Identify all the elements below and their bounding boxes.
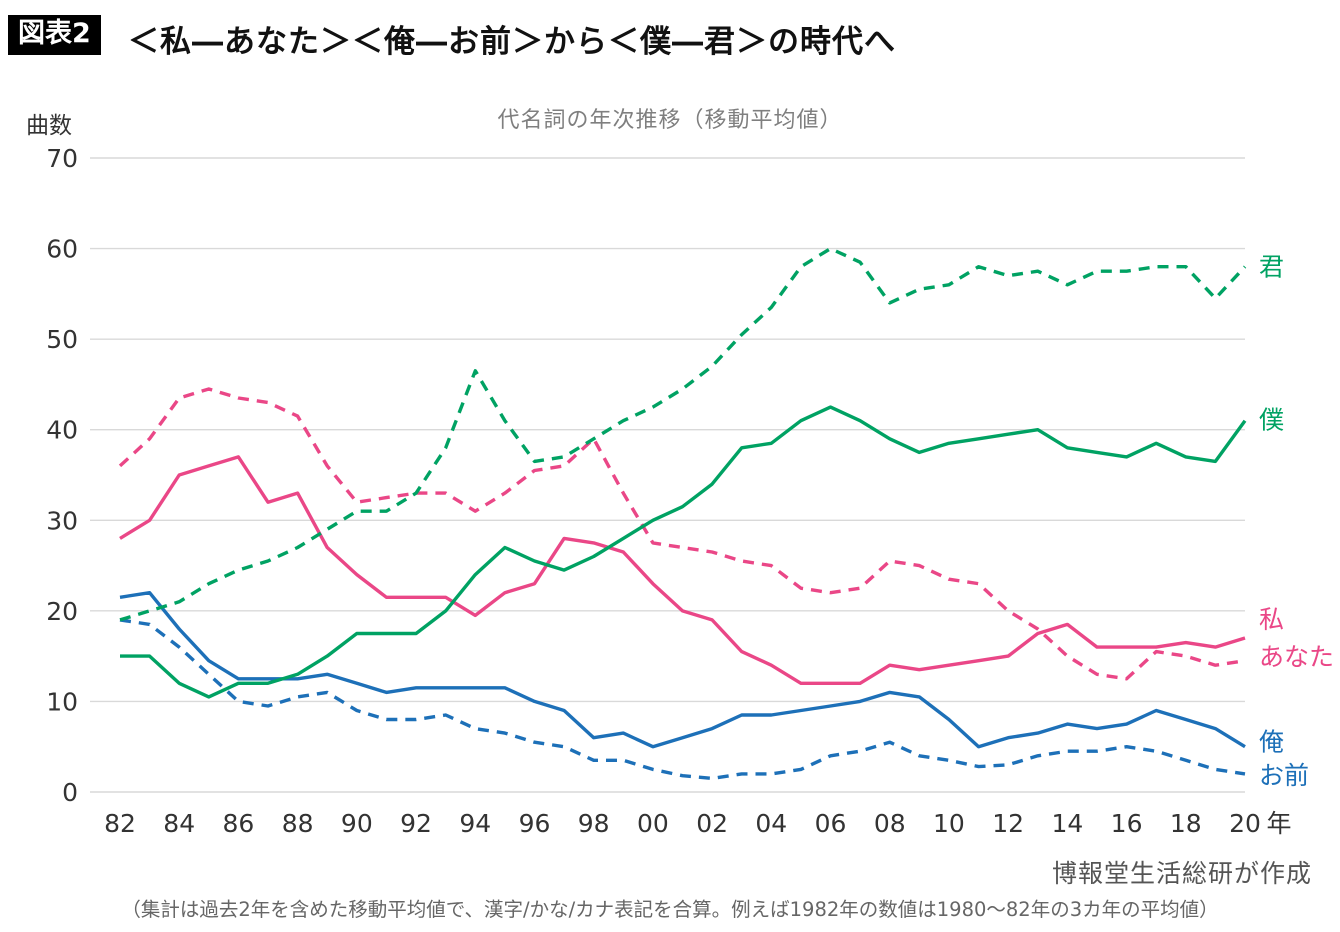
- x-tick-label: 88: [282, 809, 314, 838]
- series-line-あなた: [118, 387, 1246, 681]
- x-tick-label: 92: [400, 809, 432, 838]
- series-end-label-俺: 俺: [1259, 728, 1284, 757]
- chart-title: 代名詞の年次推移（移動平均値）: [497, 108, 843, 133]
- x-tick-label: 10: [933, 809, 965, 838]
- x-tick-label: 18: [1170, 809, 1202, 838]
- series-line-俺: [119, 591, 1246, 749]
- x-axis-tick-labels: 82 84 86 88 90 92 94 96 98 00 02 04 06 08 10 12 14 16 18 20…: [104, 809, 1291, 838]
- series-line-私: [119, 455, 1246, 685]
- x-tick-label: 06: [815, 809, 847, 838]
- x-tick-label: 00: [637, 809, 669, 838]
- series-私: 私: [119, 455, 1284, 685]
- series-君: 君: [119, 246, 1284, 622]
- x-tick-label: 96: [519, 809, 551, 838]
- x-tick-label: 94: [459, 809, 491, 838]
- series-end-label-あなた: あなた: [1259, 643, 1334, 672]
- x-tick-label: 84: [163, 809, 195, 838]
- footnote: （集計は過去2年を含めた移動平均値で、漢字/かな/カナ表記を合算。例えば1982…: [121, 898, 1219, 921]
- series-俺: 俺: [119, 591, 1284, 757]
- series-line-僕: [120, 405, 1247, 699]
- x-tick-label: 04: [755, 809, 787, 838]
- y-tick-label: 50: [46, 325, 78, 354]
- series-end-label-私: 私: [1259, 605, 1284, 634]
- x-tick-label: 90: [341, 809, 373, 838]
- x-tick-label: 12: [992, 809, 1024, 838]
- y-tick-label: 70: [46, 144, 78, 173]
- gridlines: [90, 157, 1245, 793]
- y-tick-label: 60: [46, 235, 78, 264]
- y-tick-label: 0: [62, 778, 78, 807]
- series-line-お前: [119, 618, 1246, 781]
- x-tick-label: 82: [104, 809, 136, 838]
- y-tick-label: 40: [46, 416, 78, 445]
- series-end-label-僕: 僕: [1259, 406, 1284, 435]
- series-end-label-君: 君: [1259, 253, 1284, 282]
- series-end-label-お前: お前: [1259, 761, 1309, 790]
- series-line-君: [119, 246, 1247, 622]
- x-tick-label: 08: [874, 809, 906, 838]
- x-axis-unit-label: 年: [1266, 809, 1291, 838]
- figure-title: ＜私―あなた＞＜俺―お前＞から＜僕―君＞の時代へ: [128, 24, 896, 60]
- y-tick-label: 10: [46, 687, 78, 716]
- x-tick-label: 98: [578, 809, 610, 838]
- x-tick-label: 16: [1111, 809, 1143, 838]
- figure-number-tag: 図表2: [8, 15, 101, 55]
- y-axis-title: 曲数: [26, 113, 72, 139]
- series-あなた: あなた: [118, 387, 1334, 681]
- y-tick-label: 20: [46, 597, 78, 626]
- y-axis-tick-labels: 0 10 20 30 40 50 60 70: [46, 144, 78, 807]
- x-tick-label: 02: [696, 809, 728, 838]
- source-credit: 博報堂生活総研が作成: [1051, 859, 1312, 888]
- series-お前: お前: [119, 618, 1309, 790]
- x-tick-label: 86: [223, 809, 255, 838]
- series-僕: 僕: [120, 405, 1284, 699]
- x-tick-label: 20: [1229, 809, 1261, 838]
- x-tick-label: 14: [1051, 809, 1083, 838]
- y-tick-label: 30: [46, 506, 78, 535]
